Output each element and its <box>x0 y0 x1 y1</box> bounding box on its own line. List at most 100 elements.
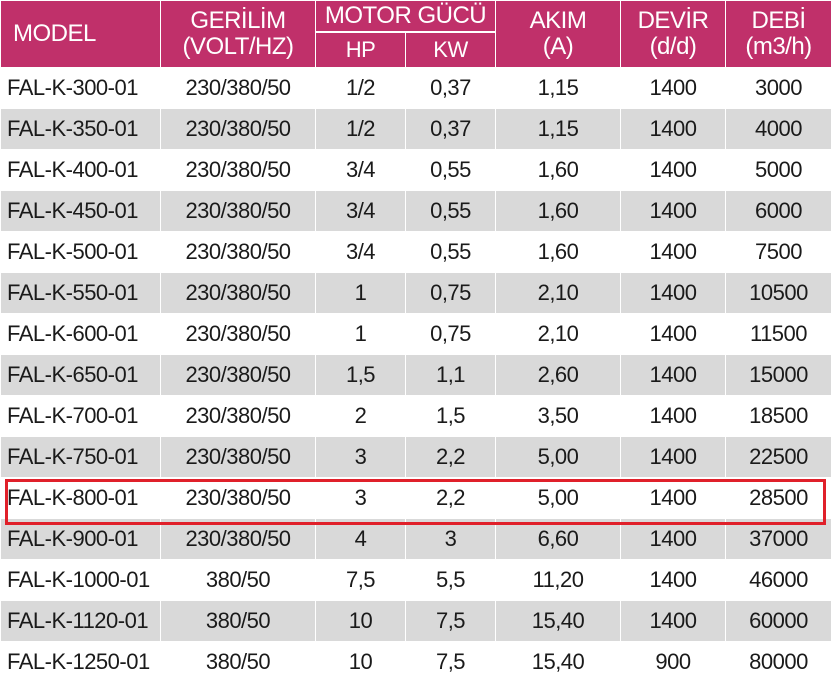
cell-kw: 2,2 <box>406 437 496 478</box>
cell-debi: 37000 <box>726 519 831 560</box>
header-hp: HP <box>316 32 406 68</box>
cell-devir: 1400 <box>621 191 726 232</box>
cell-akim: 2,60 <box>496 355 621 396</box>
cell-akim: 15,40 <box>496 601 621 642</box>
header-debi-line1: DEBİ <box>726 8 831 34</box>
cell-gerilim: 380/50 <box>161 560 316 601</box>
cell-devir: 1400 <box>621 396 726 437</box>
cell-akim: 11,20 <box>496 560 621 601</box>
cell-debi: 5000 <box>726 150 831 191</box>
cell-debi: 10500 <box>726 273 831 314</box>
cell-akim: 15,40 <box>496 642 621 683</box>
cell-devir: 1400 <box>621 601 726 642</box>
cell-model: FAL-K-600-01 <box>1 314 161 355</box>
cell-devir: 1400 <box>621 519 726 560</box>
cell-debi: 80000 <box>726 642 831 683</box>
cell-kw: 3 <box>406 519 496 560</box>
cell-devir: 1400 <box>621 355 726 396</box>
header-devir-line1: DEVİR <box>621 8 725 34</box>
cell-akim: 6,60 <box>496 519 621 560</box>
header-motor-gucu: MOTOR GÜCÜ <box>316 1 496 33</box>
cell-hp: 4 <box>316 519 406 560</box>
cell-model: FAL-K-1120-01 <box>1 601 161 642</box>
cell-gerilim: 230/380/50 <box>161 355 316 396</box>
cell-gerilim: 380/50 <box>161 642 316 683</box>
cell-devir: 1400 <box>621 478 726 519</box>
cell-devir: 900 <box>621 642 726 683</box>
cell-kw: 2,2 <box>406 478 496 519</box>
cell-devir: 1400 <box>621 314 726 355</box>
cell-gerilim: 230/380/50 <box>161 478 316 519</box>
cell-model: FAL-K-900-01 <box>1 519 161 560</box>
cell-hp: 1 <box>316 273 406 314</box>
cell-devir: 1400 <box>621 560 726 601</box>
cell-kw: 0,37 <box>406 68 496 109</box>
header-akim: AKIM (A) <box>496 1 621 68</box>
cell-kw: 0,75 <box>406 273 496 314</box>
cell-hp: 1/2 <box>316 68 406 109</box>
cell-hp: 1/2 <box>316 109 406 150</box>
cell-gerilim: 230/380/50 <box>161 273 316 314</box>
cell-hp: 3 <box>316 478 406 519</box>
cell-gerilim: 380/50 <box>161 601 316 642</box>
cell-hp: 3 <box>316 437 406 478</box>
header-row-top: MODEL GERİLİM (VOLT/HZ) MOTOR GÜCÜ AKIM … <box>1 1 831 33</box>
cell-debi: 22500 <box>726 437 831 478</box>
cell-gerilim: 230/380/50 <box>161 150 316 191</box>
cell-akim: 1,15 <box>496 109 621 150</box>
header-akim-line1: AKIM <box>496 8 620 34</box>
cell-model: FAL-K-400-01 <box>1 150 161 191</box>
cell-debi: 46000 <box>726 560 831 601</box>
header-devir-line2: (d/d) <box>621 34 725 60</box>
cell-model: FAL-K-650-01 <box>1 355 161 396</box>
cell-gerilim: 230/380/50 <box>161 437 316 478</box>
cell-devir: 1400 <box>621 109 726 150</box>
cell-debi: 4000 <box>726 109 831 150</box>
cell-hp: 3/4 <box>316 191 406 232</box>
cell-gerilim: 230/380/50 <box>161 396 316 437</box>
cell-debi: 6000 <box>726 191 831 232</box>
cell-gerilim: 230/380/50 <box>161 314 316 355</box>
cell-akim: 2,10 <box>496 314 621 355</box>
header-akim-line2: (A) <box>496 34 620 60</box>
cell-kw: 5,5 <box>406 560 496 601</box>
header-debi: DEBİ (m3/h) <box>726 1 831 68</box>
cell-hp: 3/4 <box>316 232 406 273</box>
cell-devir: 1400 <box>621 437 726 478</box>
cell-kw: 1,5 <box>406 396 496 437</box>
cell-gerilim: 230/380/50 <box>161 191 316 232</box>
cell-model: FAL-K-550-01 <box>1 273 161 314</box>
cell-debi: 11500 <box>726 314 831 355</box>
cell-model: FAL-K-750-01 <box>1 437 161 478</box>
cell-gerilim: 230/380/50 <box>161 519 316 560</box>
cell-hp: 1 <box>316 314 406 355</box>
cell-model: FAL-K-350-01 <box>1 109 161 150</box>
cell-gerilim: 230/380/50 <box>161 232 316 273</box>
cell-kw: 0,37 <box>406 109 496 150</box>
table-header: MODEL GERİLİM (VOLT/HZ) MOTOR GÜCÜ AKIM … <box>1 1 831 68</box>
cell-kw: 1,1 <box>406 355 496 396</box>
cell-devir: 1400 <box>621 150 726 191</box>
header-gerilim-line1: GERİLİM <box>161 8 315 34</box>
cell-kw: 0,55 <box>406 191 496 232</box>
cell-kw: 0,55 <box>406 150 496 191</box>
cell-model: FAL-K-1000-01 <box>1 560 161 601</box>
cell-hp: 2 <box>316 396 406 437</box>
cell-akim: 3,50 <box>496 396 621 437</box>
cell-akim: 1,15 <box>496 68 621 109</box>
cell-debi: 60000 <box>726 601 831 642</box>
